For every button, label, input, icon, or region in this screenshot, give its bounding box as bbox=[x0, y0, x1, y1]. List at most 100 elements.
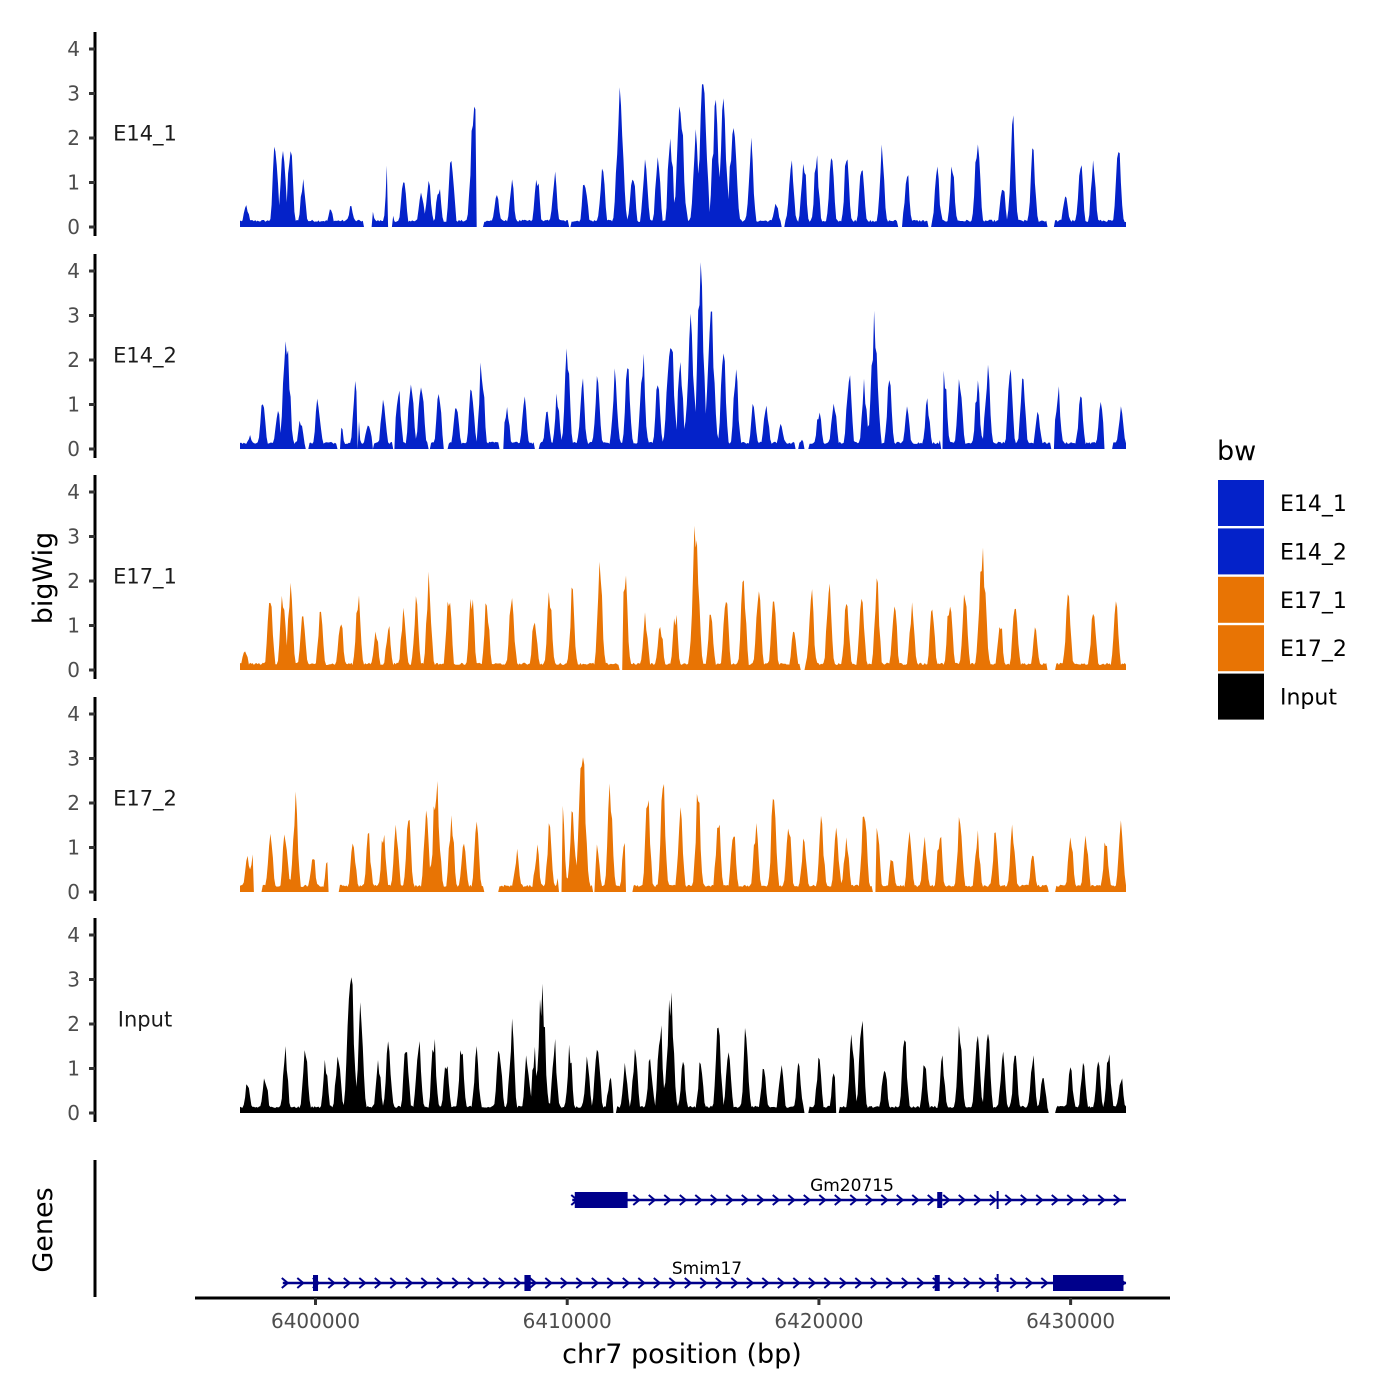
strand-arrow bbox=[787, 1194, 796, 1206]
strand-arrow bbox=[663, 1194, 672, 1206]
y-tick-label: 3 bbox=[67, 747, 80, 771]
signal-tracks: 0 1 2 3 4 E14_1 0 1 2 3 4 E14_2 0 1 2 3 4 E17_1 0 1 2 3 4 E17_2… bbox=[67, 32, 1126, 1125]
y-tick-label: 0 bbox=[67, 437, 80, 461]
signal-area-e14-1 bbox=[240, 84, 1126, 227]
strand-arrow bbox=[725, 1194, 734, 1206]
strand-arrow bbox=[420, 1277, 429, 1289]
legend-label: E14_1 bbox=[1280, 492, 1347, 517]
strand-arrow bbox=[1051, 1194, 1060, 1206]
strand-arrow bbox=[772, 1194, 781, 1206]
strand-arrow bbox=[756, 1194, 765, 1206]
strand-arrow bbox=[1004, 1194, 1013, 1206]
y-tick-label: 3 bbox=[67, 82, 80, 106]
strand-arrow bbox=[343, 1277, 352, 1289]
strand-arrow bbox=[513, 1277, 522, 1289]
y-tick-label: 1 bbox=[67, 836, 80, 860]
track-label: E14_1 bbox=[113, 122, 177, 147]
strand-arrow bbox=[653, 1277, 662, 1289]
strand-arrow bbox=[699, 1277, 708, 1289]
legend-label: Input bbox=[1280, 686, 1337, 711]
y-tick-label: 2 bbox=[67, 791, 80, 815]
y-tick-label: 0 bbox=[67, 215, 80, 239]
strand-arrow bbox=[451, 1277, 460, 1289]
strand-arrow bbox=[808, 1277, 817, 1289]
strand-arrow bbox=[405, 1277, 414, 1289]
legend-item: E14_2 bbox=[1218, 528, 1347, 575]
x-tick-label: 6420000 bbox=[774, 1309, 863, 1333]
track-e17-1: 0 1 2 3 4 E17_1 bbox=[67, 475, 1126, 682]
strand-arrow bbox=[560, 1277, 569, 1289]
strand-arrow bbox=[823, 1277, 832, 1289]
strand-arrow bbox=[715, 1277, 724, 1289]
x-tick-label: 6430000 bbox=[1026, 1309, 1115, 1333]
y-tick-label: 1 bbox=[67, 171, 80, 195]
y-tick-label: 4 bbox=[67, 702, 80, 726]
strand-arrow bbox=[973, 1194, 982, 1206]
track-label: E17_1 bbox=[113, 565, 177, 590]
legend-swatch bbox=[1218, 625, 1264, 672]
strand-arrow bbox=[1020, 1194, 1029, 1206]
strand-arrow bbox=[865, 1194, 874, 1206]
legend-swatch bbox=[1218, 480, 1264, 526]
strand-arrow bbox=[958, 1194, 967, 1206]
strand-arrow bbox=[637, 1277, 646, 1289]
y-axis-title: bigWig bbox=[28, 532, 59, 625]
legend-item: Input bbox=[1218, 673, 1337, 720]
legend-label: E14_2 bbox=[1280, 540, 1347, 565]
track-label: E14_2 bbox=[113, 344, 177, 369]
strand-arrow bbox=[544, 1277, 553, 1289]
genes-axis-title: Genes bbox=[28, 1187, 59, 1272]
gene-name-label: Gm20715 bbox=[810, 1176, 894, 1196]
strand-arrow bbox=[668, 1277, 677, 1289]
legend-swatch bbox=[1218, 528, 1264, 575]
y-tick-label: 3 bbox=[67, 304, 80, 328]
strand-arrow bbox=[1097, 1194, 1106, 1206]
strand-arrow bbox=[1066, 1194, 1075, 1206]
track-label: E17_2 bbox=[113, 787, 177, 812]
y-tick-label: 1 bbox=[67, 614, 80, 638]
legend-swatch bbox=[1218, 673, 1264, 720]
strand-arrow bbox=[684, 1277, 693, 1289]
y-tick-label: 1 bbox=[67, 393, 80, 417]
y-tick-label: 4 bbox=[67, 480, 80, 504]
track-e17-2: 0 1 2 3 4 E17_2 bbox=[67, 697, 1126, 904]
strand-arrow bbox=[963, 1277, 972, 1289]
track-input: 0 1 2 3 4 Input bbox=[67, 918, 1126, 1125]
strand-arrow bbox=[694, 1194, 703, 1206]
strand-arrow bbox=[1082, 1194, 1091, 1206]
strand-arrow bbox=[911, 1194, 920, 1206]
strand-arrow bbox=[849, 1194, 858, 1206]
gene-name-label: Smim17 bbox=[672, 1259, 742, 1279]
strand-arrow bbox=[777, 1277, 786, 1289]
legend-label: E17_1 bbox=[1280, 589, 1347, 614]
strand-arrow bbox=[896, 1194, 905, 1206]
strand-arrow bbox=[818, 1194, 827, 1206]
y-tick-label: 1 bbox=[67, 1057, 80, 1081]
legend-item: E17_1 bbox=[1218, 576, 1347, 623]
strand-arrow bbox=[529, 1277, 538, 1289]
strand-arrow bbox=[1040, 1277, 1049, 1289]
strand-arrow bbox=[710, 1194, 719, 1206]
strand-arrow bbox=[591, 1277, 600, 1289]
strand-arrow bbox=[792, 1277, 801, 1289]
strand-arrow bbox=[327, 1277, 336, 1289]
exon bbox=[312, 1275, 319, 1291]
strand-arrow bbox=[622, 1277, 631, 1289]
strand-arrow bbox=[989, 1194, 998, 1206]
track-label: Input bbox=[118, 1008, 172, 1032]
y-tick-label: 2 bbox=[67, 348, 80, 372]
y-tick-label: 0 bbox=[67, 880, 80, 904]
exon bbox=[574, 1192, 628, 1208]
strand-arrow bbox=[436, 1277, 445, 1289]
strand-arrow bbox=[741, 1194, 750, 1206]
strand-arrow bbox=[358, 1277, 367, 1289]
legend: bw E14_1 E14_2 E17_1 E17_2 Input bbox=[1217, 436, 1347, 720]
strand-arrow bbox=[281, 1277, 290, 1289]
strand-arrow bbox=[978, 1277, 987, 1289]
strand-arrow bbox=[632, 1194, 641, 1206]
signal-area-e17-2 bbox=[240, 757, 1126, 892]
strand-arrow bbox=[927, 1194, 936, 1206]
x-tick-label: 6410000 bbox=[523, 1309, 612, 1333]
track-e14-2: 0 1 2 3 4 E14_2 bbox=[67, 254, 1126, 461]
strand-arrow bbox=[803, 1194, 812, 1206]
